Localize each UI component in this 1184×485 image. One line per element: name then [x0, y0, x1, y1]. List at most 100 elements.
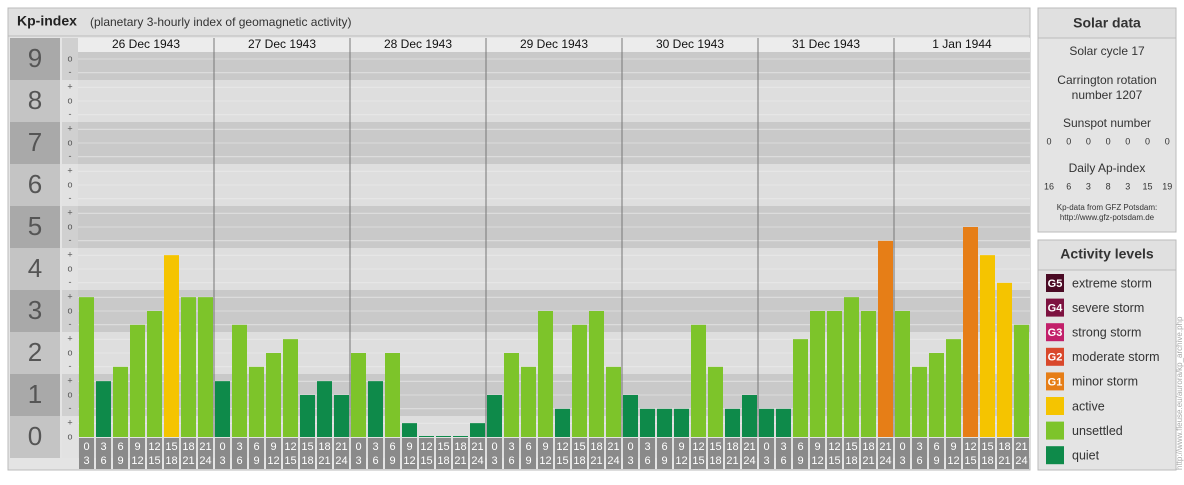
x-tick-label: 9: [406, 441, 412, 453]
legend-code: G1: [1048, 376, 1063, 388]
x-tick-label: 9: [950, 441, 956, 453]
bar: [266, 353, 281, 437]
x-tick-label: 15: [981, 441, 993, 453]
y-band: [10, 164, 60, 206]
solar-title: Solar data: [1073, 15, 1141, 31]
carrington: number 1207: [1072, 88, 1143, 102]
x-tick-label: 21: [607, 441, 619, 453]
x-tick-label: 6: [100, 455, 106, 467]
interval-box: [725, 438, 740, 469]
bar: [130, 324, 145, 437]
bar: [487, 395, 502, 437]
x-tick-label: 9: [134, 441, 140, 453]
x-tick-label: 12: [267, 455, 279, 467]
interval-box: [572, 438, 587, 469]
bar: [912, 366, 927, 437]
bar: [470, 423, 485, 437]
minor-tick-label: o: [67, 389, 72, 399]
interval-box: [929, 438, 944, 469]
x-tick-label: 9: [661, 455, 667, 467]
x-tick-label: 6: [797, 441, 803, 453]
x-tick-label: 18: [862, 441, 874, 453]
interval-box: [351, 438, 366, 469]
x-tick-label: 12: [675, 455, 687, 467]
x-tick-label: 6: [525, 441, 531, 453]
x-tick-label: 6: [389, 441, 395, 453]
minor-tick-label: o: [67, 137, 72, 147]
legend-label: active: [1072, 399, 1105, 413]
minor-tick-label: +: [67, 208, 72, 218]
minor-tick-label: +: [67, 82, 72, 92]
x-tick-label: 18: [998, 441, 1010, 453]
bar: [759, 408, 774, 437]
bar: [436, 436, 451, 437]
x-tick-label: 12: [947, 455, 959, 467]
bar: [810, 311, 825, 437]
x-tick-label: 0: [355, 441, 361, 453]
ap-value: 16: [1044, 181, 1054, 191]
x-tick-label: 3: [644, 441, 650, 453]
bar: [708, 366, 723, 437]
interval-box: [504, 438, 519, 469]
minor-tick-label: o: [67, 53, 72, 63]
minor-tick-label: +: [67, 376, 72, 386]
bar: [96, 381, 111, 437]
interval-box: [589, 438, 604, 469]
interval-box: [470, 438, 485, 469]
minor-band: [62, 122, 78, 164]
x-tick-label: 3: [899, 455, 905, 467]
minor-band: [62, 38, 78, 80]
minor-tick-label: o: [67, 179, 72, 189]
legend-label: extreme storm: [1072, 276, 1152, 290]
legend-label: strong storm: [1072, 325, 1141, 339]
x-tick-label: 24: [199, 455, 211, 467]
interval-box: [368, 438, 383, 469]
day-header: [78, 38, 1030, 52]
x-tick-label: 6: [661, 441, 667, 453]
interval-box: [980, 438, 995, 469]
legend-swatch: [1046, 323, 1064, 342]
sunspot-value: 0: [1145, 136, 1150, 146]
interval-box: [606, 438, 621, 469]
minor-tick-label: -: [69, 193, 72, 203]
bar: [453, 436, 468, 437]
y-tick-label: 3: [28, 295, 42, 325]
x-tick-label: 21: [454, 455, 466, 467]
bar: [572, 324, 587, 437]
x-tick-label: 18: [454, 441, 466, 453]
interval-box: [334, 438, 349, 469]
legend-swatch: [1046, 446, 1064, 465]
x-tick-label: 9: [525, 455, 531, 467]
x-tick-label: 15: [148, 455, 160, 467]
bar: [776, 408, 791, 437]
x-tick-label: 6: [916, 455, 922, 467]
x-tick-label: 15: [709, 441, 721, 453]
x-tick-label: 21: [998, 455, 1010, 467]
x-tick-label: 0: [83, 441, 89, 453]
minor-tick-label: +: [67, 250, 72, 260]
bar: [963, 227, 978, 437]
bar: [742, 395, 757, 437]
x-tick-label: 3: [491, 455, 497, 467]
interval-box: [266, 438, 281, 469]
interval-box: [844, 438, 859, 469]
bar: [980, 255, 995, 437]
bar: [895, 311, 910, 437]
minor-tick-label: o: [67, 347, 72, 357]
minor-tick-label: o: [67, 305, 72, 315]
minor-tick-label: o: [67, 431, 72, 441]
x-tick-label: 3: [627, 455, 633, 467]
bar: [181, 297, 196, 437]
ap-value: 3: [1086, 181, 1091, 191]
bar: [283, 339, 298, 437]
bar: [691, 324, 706, 437]
x-tick-label: 0: [899, 441, 905, 453]
bar: [164, 255, 179, 437]
interval-box: [283, 438, 298, 469]
interval-box: [793, 438, 808, 469]
y-tick-label: 5: [28, 211, 42, 241]
x-tick-label: 15: [964, 455, 976, 467]
y-tick-label: 6: [28, 169, 42, 199]
x-tick-label: 6: [508, 455, 514, 467]
